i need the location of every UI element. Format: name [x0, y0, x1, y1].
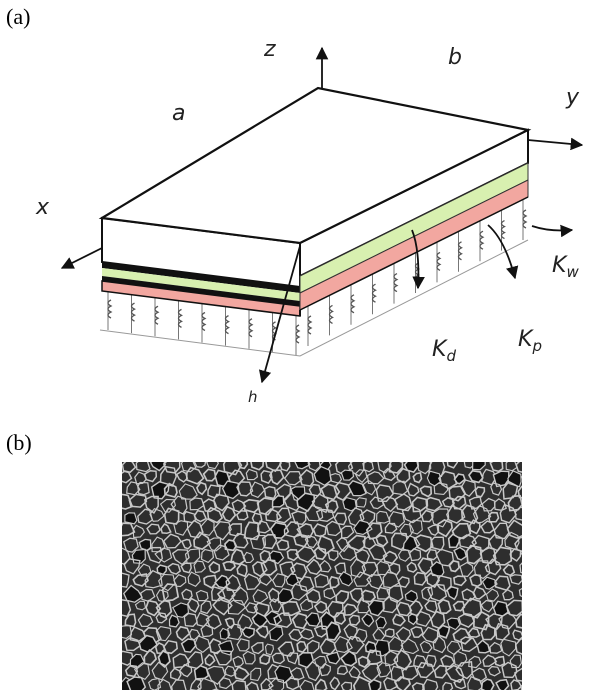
foam-cell — [496, 680, 509, 692]
foam-cell — [438, 626, 449, 638]
panel-label: (b) — [6, 430, 32, 455]
spring-coil — [394, 274, 397, 292]
foam-cell — [473, 455, 486, 470]
figure: (a) z b a y x h Kw Kd Kp (b) — [0, 0, 606, 692]
spring-coil — [502, 221, 505, 239]
foam-cell — [521, 681, 538, 692]
foam-cell — [524, 600, 539, 614]
foam-cell — [526, 497, 535, 507]
spring-coil — [480, 231, 483, 249]
foam-cell — [195, 666, 209, 679]
spring-coil — [108, 300, 111, 318]
foam-cell — [522, 472, 538, 488]
spring-coil — [249, 319, 252, 337]
foam-cell — [170, 615, 180, 627]
subscript: d — [446, 347, 456, 365]
foam-cell — [521, 546, 540, 562]
foam-cell — [369, 680, 381, 692]
spring-coil — [132, 303, 135, 321]
foam-cell — [125, 513, 137, 524]
spring-coil — [202, 313, 205, 331]
subscript: w — [566, 263, 579, 281]
spring-coil — [437, 252, 440, 270]
spring-coil — [308, 316, 311, 334]
foam-cell — [524, 521, 537, 534]
spring-coil — [459, 242, 462, 260]
foam-cell — [127, 677, 145, 692]
spring-coil — [373, 284, 376, 302]
spring-coil — [155, 306, 158, 324]
foundation-label: Kw — [552, 253, 579, 281]
foundation-label: Kp — [518, 327, 542, 355]
spring-coil — [330, 305, 333, 323]
spring-coil — [523, 210, 526, 228]
foam-cell — [523, 650, 537, 664]
axis-label: z — [263, 37, 276, 62]
dimension-label: a — [172, 101, 185, 126]
spring-coil — [226, 316, 229, 334]
spring-coil — [296, 325, 299, 343]
dimension-label: b — [448, 45, 462, 70]
spring-coil — [179, 309, 182, 327]
axis-label: x — [35, 195, 50, 220]
axis-label: y — [565, 85, 580, 110]
axis-label: h — [248, 388, 258, 406]
foam-cell — [523, 630, 534, 642]
foam-cell — [341, 470, 353, 480]
spring-coil — [351, 295, 354, 313]
subscript: p — [531, 337, 542, 355]
foam-micrograph — [114, 455, 540, 692]
plate — [102, 88, 528, 316]
foam-cell — [482, 679, 494, 692]
foam-cell — [523, 577, 534, 588]
foundation-label: Kd — [432, 337, 456, 365]
panel-label: (a) — [6, 4, 30, 29]
